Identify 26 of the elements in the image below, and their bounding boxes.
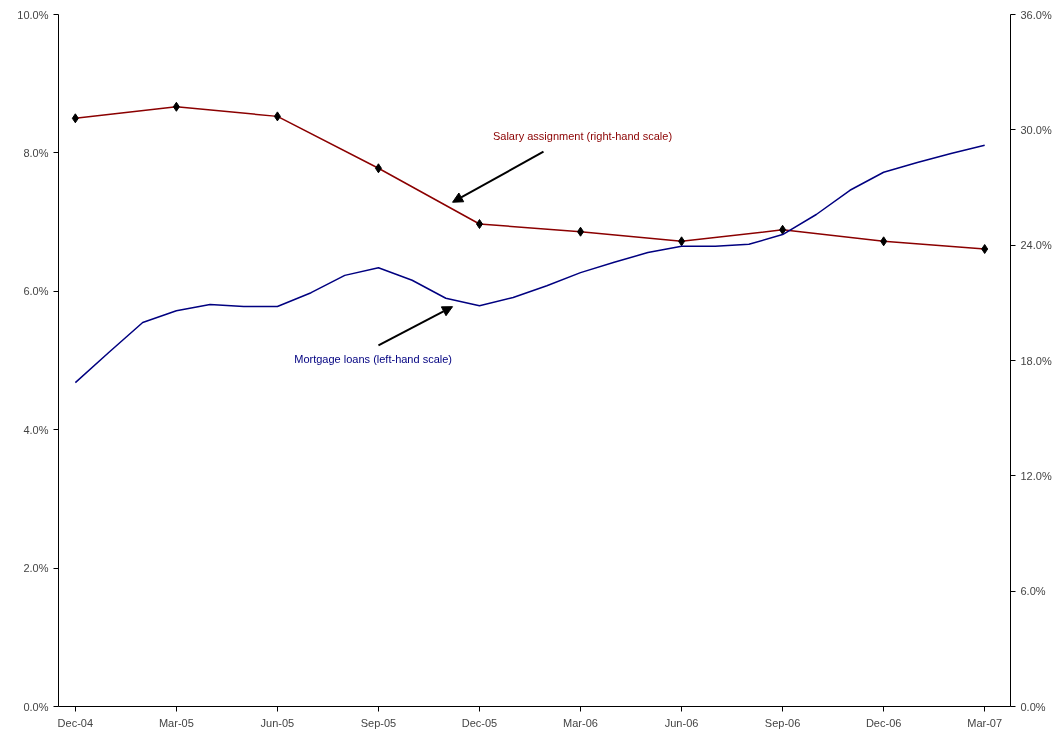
- y2-tick-label: 0.0%: [1020, 700, 1046, 713]
- y2-tick-label: 24.0%: [1020, 239, 1052, 252]
- y-tick-label: 0.0%: [23, 700, 49, 713]
- y2-tick-label: 30.0%: [1020, 123, 1052, 136]
- y2-tick-label: 36.0%: [1020, 8, 1052, 21]
- text: Salary assignment (right-hand scale): [492, 130, 673, 143]
- y2-tick-label: 18.0%: [1020, 354, 1052, 367]
- y-tick-label: 8.0%: [23, 146, 49, 159]
- x-tick-label: Mar-05: [158, 716, 194, 729]
- y2-tick-label: 12.0%: [1020, 469, 1052, 482]
- text: Mortgage loans (left-hand scale): [294, 352, 452, 365]
- x-tick-label: Dec-05: [461, 716, 498, 729]
- y-tick-label: 10.0%: [17, 8, 49, 21]
- y-tick-label: 6.0%: [23, 285, 49, 298]
- x-tick-label: Sep-06: [764, 716, 801, 729]
- x-tick-label: Dec-06: [865, 716, 902, 729]
- y-tick-label: 2.0%: [23, 562, 49, 575]
- x-tick-label: Jun-06: [664, 716, 699, 729]
- x-tick-label: Jun-05: [260, 716, 295, 729]
- x-tick-label: Dec-04: [57, 716, 94, 729]
- x-tick-label: Mar-06: [563, 716, 598, 729]
- line-series: [74, 144, 986, 384]
- y-tick-label: 4.0%: [23, 423, 49, 436]
- x-tick-label: Sep-05: [360, 716, 397, 729]
- y2-tick-label: 6.0%: [1020, 585, 1046, 598]
- x-tick-label: Mar-07: [967, 716, 1003, 729]
